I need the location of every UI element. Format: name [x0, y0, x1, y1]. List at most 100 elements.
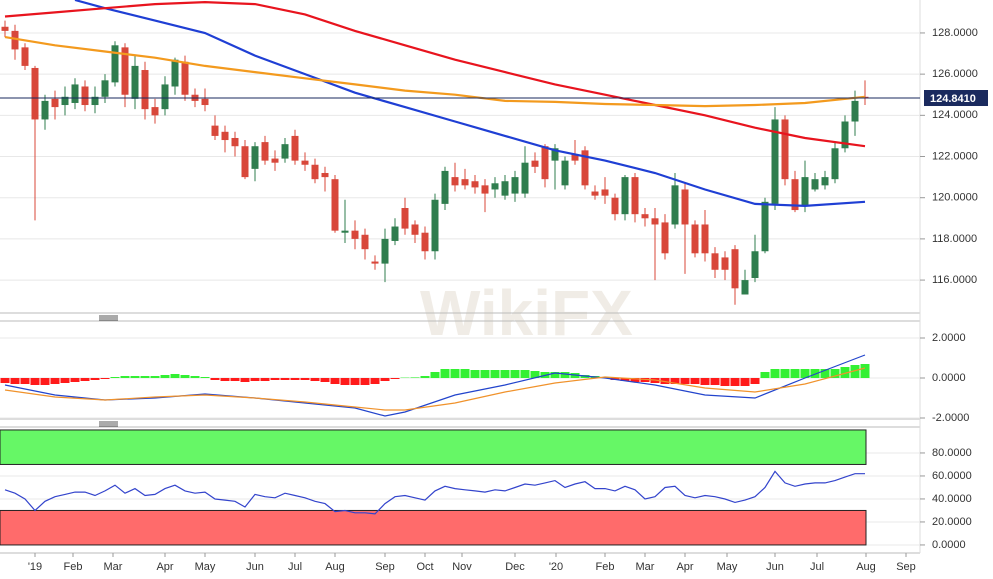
histogram-bar	[750, 378, 760, 384]
histogram-bar	[760, 372, 770, 378]
histogram-bar	[130, 376, 140, 378]
candle-body	[11, 30, 19, 50]
y-tick-label: 120.0000	[932, 192, 978, 204]
x-tick-label: '19	[28, 561, 42, 573]
candle-body	[841, 121, 849, 149]
x-tick-label: Mar	[636, 561, 655, 573]
y-tick-label: 2.0000	[932, 332, 966, 344]
x-tick-label: Oct	[416, 561, 433, 573]
histogram-bar	[350, 378, 360, 385]
histogram-bar	[360, 378, 370, 385]
candle-body	[21, 47, 29, 66]
rsi-line	[4, 470, 865, 515]
histogram-bar	[100, 378, 110, 379]
histogram-bar	[420, 376, 430, 378]
candle-body	[401, 208, 409, 229]
candle-body	[821, 177, 829, 186]
drag-handle[interactable]	[99, 315, 118, 321]
histogram-bar	[460, 369, 470, 378]
candle-body	[181, 61, 189, 95]
moving-average	[74, 0, 866, 208]
candle-body	[641, 214, 649, 219]
histogram-bar	[410, 377, 420, 378]
histogram-bar	[730, 378, 740, 386]
x-tick-label: Mar	[104, 561, 123, 573]
histogram-bar	[290, 378, 300, 380]
histogram-bar	[210, 378, 220, 380]
candle-body	[381, 238, 389, 264]
x-tick-label: Feb	[596, 561, 615, 573]
histogram-bar	[70, 378, 80, 382]
y-tick-label: 118.0000	[932, 233, 977, 245]
moving-average	[4, 0, 866, 148]
candle-body	[351, 230, 359, 239]
candle-body	[781, 119, 789, 180]
x-tick-label: May	[195, 561, 216, 573]
histogram-bar	[510, 370, 520, 378]
y-tick-label: 20.0000	[932, 516, 972, 528]
x-tick-label: Jun	[246, 561, 264, 573]
candle-body	[671, 185, 679, 225]
histogram-bar	[450, 369, 460, 378]
candle-body	[751, 251, 759, 279]
x-tick-label: Nov	[452, 561, 472, 573]
histogram-bar	[90, 378, 100, 380]
histogram-bar	[260, 378, 270, 381]
histogram-bar	[840, 367, 850, 378]
histogram-bar	[240, 378, 250, 382]
candle-body	[721, 257, 729, 270]
histogram-bar	[280, 378, 290, 380]
histogram-bar	[530, 371, 540, 378]
x-tick-label: Sep	[375, 561, 395, 573]
candle-body	[221, 131, 229, 141]
histogram-bar	[830, 369, 840, 378]
histogram-bar	[490, 370, 500, 378]
x-tick-label: Feb	[64, 561, 83, 573]
histogram-bar	[370, 378, 380, 384]
candle-body	[111, 45, 119, 83]
y-tick-label: 0.0000	[932, 539, 966, 551]
candle-body	[471, 181, 479, 188]
candle-body	[451, 177, 459, 186]
rsi-zone	[0, 429, 867, 465]
y-tick-label: 116.0000	[932, 274, 977, 286]
histogram-bar	[620, 378, 630, 381]
histogram-bar	[680, 378, 690, 384]
candle-body	[341, 230, 349, 233]
candle-body	[121, 47, 129, 95]
candle-body	[71, 84, 79, 103]
moving-average	[4, 36, 866, 108]
candle-body	[231, 137, 239, 147]
candle-body	[81, 86, 89, 106]
histogram-bar	[80, 378, 90, 381]
histogram-bar	[220, 378, 230, 381]
histogram-bar	[380, 378, 390, 381]
candle-body	[771, 119, 779, 204]
candle-body	[281, 144, 289, 159]
histogram-bar	[140, 376, 150, 378]
candle-body	[441, 170, 449, 204]
histogram-bar	[60, 378, 70, 383]
candle-body	[391, 226, 399, 241]
y-tick-label: 126.0000	[932, 68, 978, 80]
drag-handle[interactable]	[99, 421, 118, 427]
panel	[0, 0, 920, 305]
macd-line	[4, 354, 866, 417]
candle-body	[621, 177, 629, 215]
candle-body	[661, 222, 669, 254]
histogram-bar	[0, 378, 10, 383]
candle-body	[171, 59, 179, 87]
candle-body	[201, 98, 209, 106]
candle-body	[691, 224, 699, 254]
histogram-bar	[850, 365, 860, 378]
histogram-bar	[440, 369, 450, 378]
histogram-bar	[10, 378, 20, 384]
y-tick-label: 128.0000	[932, 27, 978, 39]
candle-body	[461, 179, 469, 186]
histogram-bar	[190, 376, 200, 378]
y-tick-label: 122.0000	[932, 150, 978, 162]
histogram-bar	[630, 378, 640, 382]
histogram-bar	[120, 376, 130, 378]
histogram-bar	[480, 370, 490, 378]
